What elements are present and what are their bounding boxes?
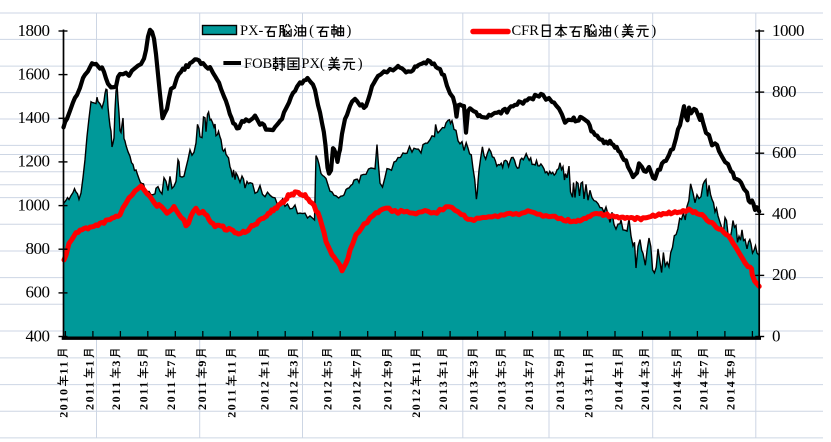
svg-text:2011: 2011: [109, 380, 123, 410]
svg-text:2012: 2012: [258, 380, 272, 410]
svg-text:): ): [358, 56, 363, 72]
svg-text:2010: 2010: [56, 387, 70, 417]
svg-text:2011: 2011: [195, 380, 209, 410]
svg-text:2013: 2013: [582, 387, 596, 417]
svg-text:2013: 2013: [495, 380, 509, 410]
svg-text:7: 7: [164, 359, 178, 367]
svg-text:7: 7: [522, 359, 536, 367]
svg-text:2014: 2014: [724, 380, 738, 410]
svg-text:5: 5: [670, 359, 684, 367]
svg-text:1200: 1200: [18, 152, 50, 171]
svg-text:2014: 2014: [611, 380, 625, 410]
svg-text:3: 3: [109, 359, 123, 367]
svg-text:): ): [347, 23, 352, 39]
svg-text:1000: 1000: [18, 195, 50, 214]
svg-text:1600: 1600: [18, 64, 50, 83]
svg-text:0: 0: [772, 326, 780, 345]
svg-text:2012: 2012: [409, 387, 423, 417]
svg-text:9: 9: [553, 359, 567, 367]
svg-text:11: 11: [225, 360, 239, 375]
svg-text:11: 11: [56, 360, 70, 375]
svg-text:2011: 2011: [136, 380, 150, 410]
svg-text:3: 3: [466, 359, 480, 367]
svg-text:1000: 1000: [772, 21, 804, 40]
svg-text:800: 800: [772, 82, 796, 101]
svg-text:2011: 2011: [225, 388, 239, 418]
svg-text:1: 1: [83, 359, 97, 367]
svg-text:2014: 2014: [638, 380, 652, 410]
svg-text:9: 9: [724, 359, 738, 367]
svg-text:600: 600: [26, 283, 50, 302]
svg-text:1: 1: [611, 359, 625, 367]
svg-text:2012: 2012: [350, 380, 364, 410]
svg-text:5: 5: [321, 359, 335, 367]
svg-text:5: 5: [136, 359, 150, 367]
svg-text:600: 600: [772, 143, 796, 162]
svg-text:1400: 1400: [18, 108, 50, 127]
svg-text:2012: 2012: [381, 380, 395, 410]
svg-text:PX(: PX(: [301, 56, 325, 72]
svg-text:(: (: [614, 23, 619, 39]
svg-text:9: 9: [381, 359, 395, 367]
svg-text:2013: 2013: [522, 380, 536, 410]
svg-text:11: 11: [409, 360, 423, 375]
svg-text:1: 1: [436, 359, 450, 367]
svg-text:11: 11: [582, 360, 596, 375]
svg-text:2011: 2011: [83, 380, 97, 410]
svg-text:9: 9: [195, 359, 209, 367]
svg-text:800: 800: [26, 239, 50, 258]
svg-text:(: (: [309, 23, 314, 39]
svg-text:2014: 2014: [697, 380, 711, 410]
svg-text:400: 400: [772, 204, 796, 223]
svg-text:2011: 2011: [164, 380, 178, 410]
svg-text:1: 1: [258, 359, 272, 367]
svg-text:2013: 2013: [436, 380, 450, 410]
svg-text:2014: 2014: [670, 380, 684, 410]
svg-text:FOB: FOB: [244, 56, 272, 72]
svg-text:3: 3: [287, 359, 301, 367]
svg-text:): ): [651, 23, 656, 39]
svg-text:2013: 2013: [466, 380, 480, 410]
svg-text:2012: 2012: [321, 380, 335, 410]
svg-text:PX-: PX-: [240, 23, 264, 39]
svg-text:2012: 2012: [287, 380, 301, 410]
svg-text:2013: 2013: [553, 380, 567, 410]
svg-text:200: 200: [772, 265, 796, 284]
svg-text:400: 400: [26, 326, 50, 345]
svg-text:3: 3: [638, 359, 652, 367]
svg-text:5: 5: [495, 359, 509, 367]
svg-text:1800: 1800: [18, 21, 50, 40]
svg-text:7: 7: [697, 359, 711, 367]
svg-text:CFR: CFR: [512, 23, 540, 39]
svg-text:7: 7: [350, 359, 364, 367]
